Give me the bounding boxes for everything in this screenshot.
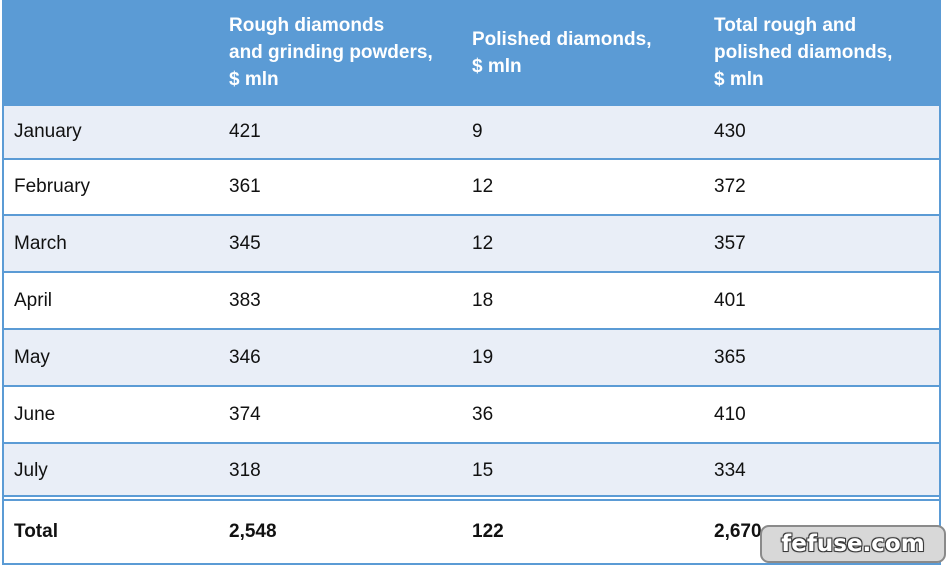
- total-value-cell: 334: [714, 460, 746, 481]
- polished-value-cell: 36: [472, 404, 494, 425]
- month-cell: May: [14, 347, 50, 368]
- polished-value-cell: 19: [472, 347, 494, 368]
- polished-value-cell: 12: [472, 233, 494, 254]
- total-value-cell: 410: [714, 404, 746, 425]
- total-rough-cell: 2,548: [229, 521, 277, 542]
- table-row: April 383 18 401: [4, 273, 939, 328]
- rough-value-cell: 383: [229, 290, 261, 311]
- row-divider: [4, 271, 939, 273]
- row-divider: [4, 158, 939, 160]
- watermark-logo: fefuse.com: [760, 525, 946, 563]
- polished-value-cell: 18: [472, 290, 494, 311]
- rough-value-cell: 421: [229, 121, 261, 142]
- table-row: July 318 15 334: [4, 444, 939, 495]
- polished-value-cell: 9: [472, 121, 483, 142]
- month-cell: July: [14, 460, 48, 481]
- table-header-row: Rough diamonds and grinding powders, $ m…: [4, 0, 939, 106]
- header-cell-total-diamonds: Total rough and polished diamonds, $ mln: [714, 15, 893, 90]
- total-value-cell: 365: [714, 347, 746, 368]
- rough-value-cell: 361: [229, 176, 261, 197]
- header-cell-polished-diamonds: Polished diamonds, $ mln: [472, 29, 652, 77]
- total-value-cell: 401: [714, 290, 746, 311]
- total-value-cell: 372: [714, 176, 746, 197]
- rough-value-cell: 346: [229, 347, 261, 368]
- polished-value-cell: 12: [472, 176, 494, 197]
- total-label-cell: Total: [14, 521, 58, 542]
- month-cell: March: [14, 233, 67, 254]
- month-cell: February: [14, 176, 91, 197]
- row-divider: [4, 385, 939, 387]
- row-divider: [4, 214, 939, 216]
- total-polished-cell: 122: [472, 521, 504, 542]
- table-row: June 374 36 410: [4, 387, 939, 442]
- row-divider: [4, 442, 939, 444]
- table-row: March 345 12 357: [4, 216, 939, 271]
- table-row: February 361 12 372: [4, 160, 939, 214]
- polished-value-cell: 15: [472, 460, 494, 481]
- rough-value-cell: 318: [229, 460, 261, 481]
- rough-value-cell: 345: [229, 233, 261, 254]
- row-divider: [4, 328, 939, 330]
- month-cell: June: [14, 404, 56, 425]
- table-row: May 346 19 365: [4, 330, 939, 385]
- month-cell: April: [14, 290, 53, 311]
- total-overall-cell: 2,670: [714, 521, 762, 542]
- total-value-cell: 357: [714, 233, 746, 254]
- table-row: January 421 9 430: [4, 106, 939, 158]
- month-cell: January: [14, 121, 82, 142]
- rough-value-cell: 374: [229, 404, 261, 425]
- total-divider: [4, 495, 939, 501]
- total-value-cell: 430: [714, 121, 746, 142]
- header-cell-rough-diamonds: Rough diamonds and grinding powders, $ m…: [229, 15, 433, 90]
